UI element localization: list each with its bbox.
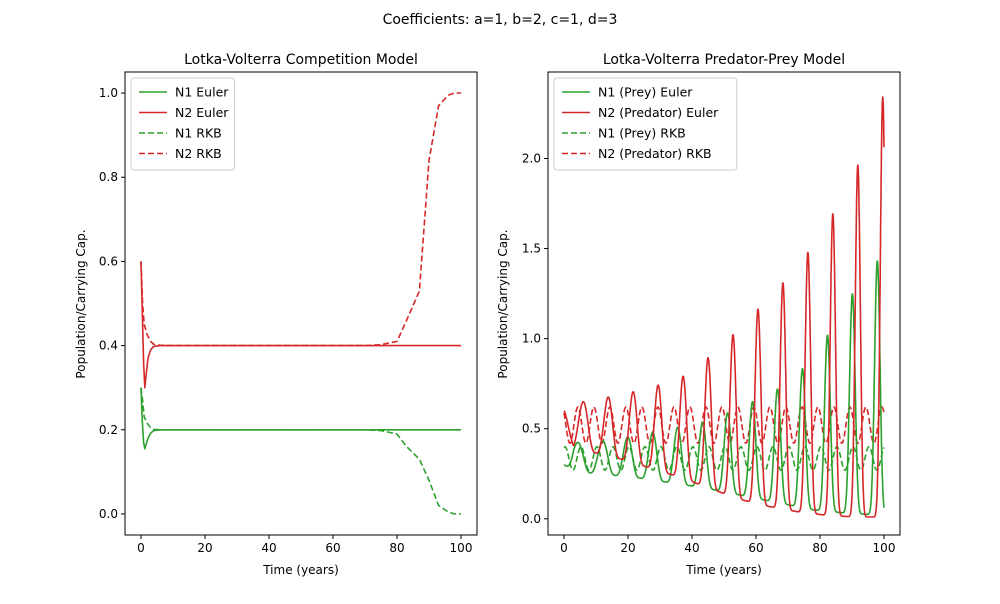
x-tick-label: 40 [684,541,699,555]
predator-prey-axes-frame [547,71,901,536]
legend-entry-label: N1 (Prey) RKB [598,126,686,141]
y-tick-label: 0.2 [99,423,118,437]
predator-prey-chart-title: Lotka-Volterra Predator-Prey Model [603,52,845,68]
predator-prey-chart: Lotka-Volterra Predator-Prey Model 0 20 40… [496,52,901,577]
predator-prey-y-label: Population/Carrying Cap. [496,229,510,378]
x-tick-label: 40 [261,541,276,555]
series-line [563,260,885,516]
y-tick-label: 1.5 [522,242,541,256]
legend-entry-label: N2 (Predator) Euler [598,105,719,120]
competition-ticks: 0 20 40 60 80 100 0.0 0.2 0.4 0.6 0.8 1.0 [99,86,473,555]
y-tick-label: 2.0 [522,151,541,165]
legend-frame [553,77,738,171]
x-tick-label: 20 [620,541,635,555]
y-tick-label: 0.6 [99,254,118,268]
predator-prey-x-label: Time (years) [685,563,762,577]
legend-entry-label: N2 (Predator) RKB [598,146,712,161]
competition-x-label: Time (years) [262,563,339,577]
series-line [140,387,461,515]
y-tick-label: 1.0 [522,332,541,346]
x-tick-label: 0 [560,541,568,555]
figure-title: Coefficients: a=1, b=2, c=1, d=3 [383,12,618,28]
series-line [140,92,461,347]
competition-plot-area [140,92,461,515]
legend-entry-label: N1 (Prey) Euler [598,85,693,100]
legend-entry-label: N1 Euler [175,85,229,100]
legend-frame [130,77,236,171]
y-tick-label: 0.8 [99,170,118,184]
legend-entry-label: N1 RKB [175,126,222,141]
x-tick-label: 80 [389,541,404,555]
x-tick-label: 60 [325,541,340,555]
predator-prey-legend: N1 (Prey) Euler N2 (Predator) Euler N1 (Pr… [553,77,738,171]
y-tick-label: 0.0 [99,507,118,521]
x-tick-label: 100 [873,541,896,555]
y-tick-label: 1.0 [99,86,118,100]
competition-legend: N1 Euler N2 Euler N1 RKB N2 RKB [130,77,236,171]
y-tick-label: 0.4 [99,339,118,353]
series-line [140,387,461,450]
series-line [140,261,461,389]
predator-prey-ticks: 0 20 40 60 80 100 0.0 0.5 1.0 1.5 2.0 [522,151,896,555]
competition-y-label: Population/Carrying Cap. [74,229,88,378]
x-tick-label: 0 [137,541,145,555]
legend-entry-label: N2 Euler [175,105,229,120]
legend-entry-label: N2 RKB [175,146,222,161]
competition-axes-frame [124,71,478,536]
x-tick-label: 60 [748,541,763,555]
competition-chart: Lotka-Volterra Competition Model 0 20 40 60… [74,52,478,577]
competition-chart-title: Lotka-Volterra Competition Model [184,52,418,68]
x-tick-label: 20 [197,541,212,555]
series-line [563,96,885,518]
x-tick-label: 80 [812,541,827,555]
x-tick-label: 100 [450,541,473,555]
y-tick-label: 0.0 [522,512,541,526]
y-tick-label: 0.5 [522,422,541,436]
predator-prey-plot-area [563,96,885,518]
